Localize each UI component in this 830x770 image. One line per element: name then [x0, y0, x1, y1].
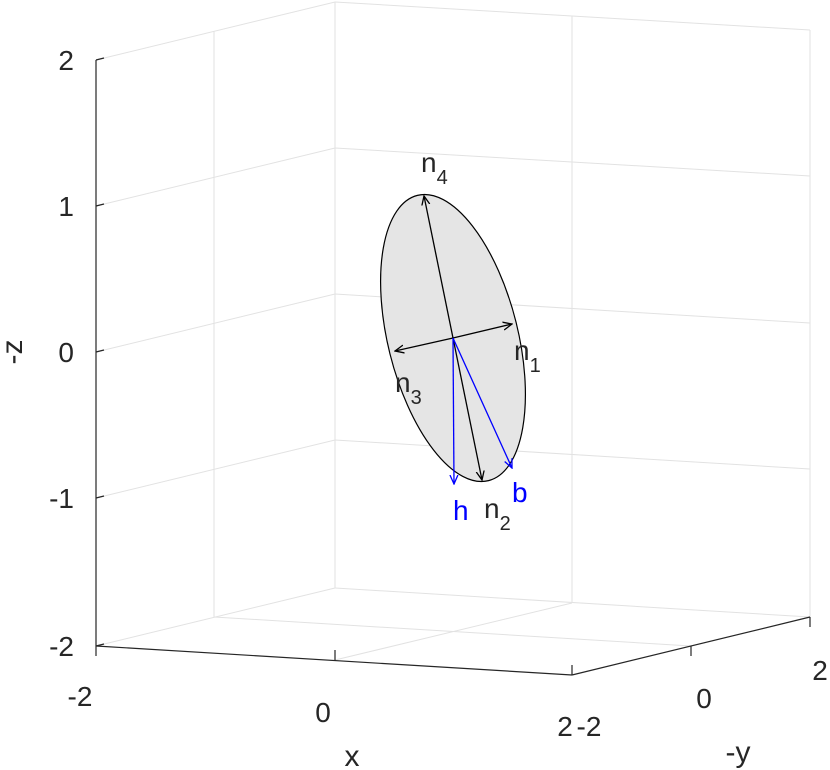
label-n1: n1	[514, 335, 541, 377]
label-n4: n4	[421, 147, 448, 189]
grid-line	[95, 147, 811, 207]
axes	[95, 57, 811, 676]
grid-line	[95, 1, 811, 61]
z-tick-label: 2	[58, 45, 74, 76]
z-tick	[95, 643, 105, 647]
label-h: h	[453, 495, 469, 526]
x-axis-line	[95, 645, 573, 676]
z-axis-label: -z	[0, 340, 29, 365]
grid-line	[334, 602, 573, 661]
x-tick-label: 2	[557, 711, 573, 742]
vector-n1	[452, 324, 512, 339]
y-tick-label: -2	[577, 711, 602, 742]
y-axis-label: -y	[726, 736, 751, 769]
label-n2: n2	[484, 493, 511, 535]
vector-n3	[395, 337, 454, 351]
z-tick-label: -1	[49, 483, 74, 514]
label-n3: n3	[395, 367, 422, 409]
grid	[95, 1, 811, 661]
x-tick-label: 0	[315, 697, 331, 728]
z-tick-labels: 2 1 0 -1 -2	[49, 45, 74, 662]
y-tick-labels: -2 0 2	[577, 655, 828, 742]
label-b: b	[512, 477, 528, 508]
vector-b	[452, 337, 512, 468]
z-tick-label: 1	[58, 191, 74, 222]
grid-line	[334, 587, 811, 618]
z-tick-label: -2	[49, 631, 74, 662]
z-tick	[95, 203, 105, 207]
vector-h	[453, 337, 454, 484]
z-tick	[95, 57, 105, 61]
z-tick	[95, 349, 105, 353]
z-tick	[95, 495, 105, 499]
y-tick-label: 2	[812, 655, 828, 686]
x-tick-labels: -2 0 2	[68, 681, 573, 742]
vector-n4	[424, 196, 454, 339]
vector-n2	[452, 337, 482, 480]
z-tick-label: 0	[58, 337, 74, 368]
x-tick-label: -2	[68, 681, 93, 712]
y-tick-label: 0	[696, 683, 712, 714]
grid-line	[95, 587, 336, 647]
x-axis-label: x	[345, 740, 360, 770]
